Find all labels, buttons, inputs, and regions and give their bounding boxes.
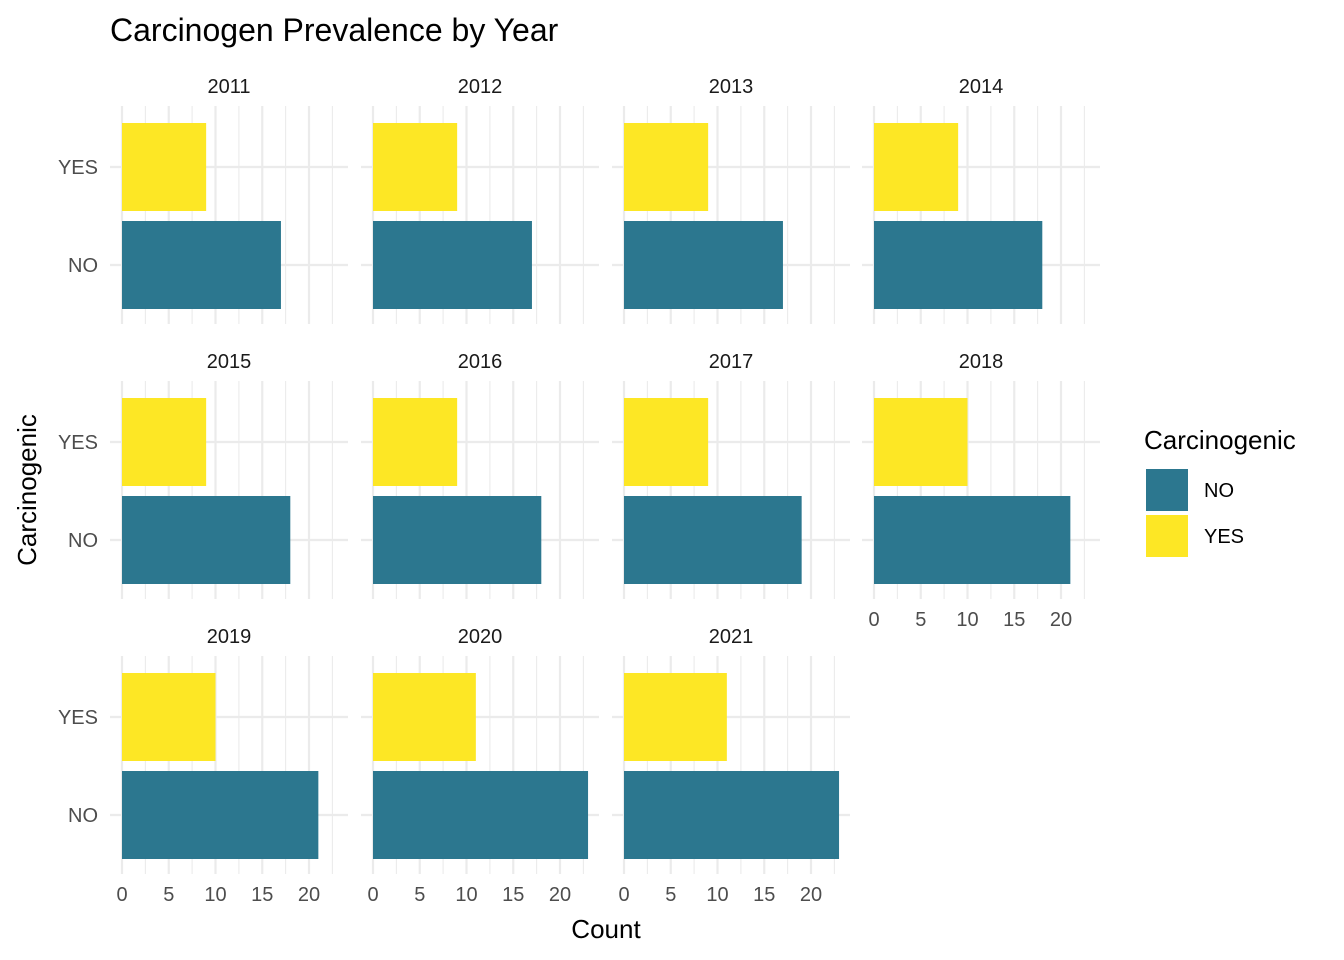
panel-2020: 2020 0 5 10 15 20: [361, 626, 599, 906]
x-tick-label: 20: [549, 884, 571, 906]
panel-strip-label: 2021: [709, 626, 754, 648]
bar-yes-2015: [122, 398, 207, 486]
bar-yes-2011: [122, 123, 207, 211]
panel-strip-label: 2016: [458, 351, 503, 373]
x-tick-label: 10: [706, 884, 728, 906]
panel-strip-label: 2020: [458, 626, 503, 648]
bar-no-2020: [373, 771, 589, 859]
panel-2017: 2017: [612, 351, 850, 599]
panel-2021: 2021 0 5 10 15 20: [612, 626, 850, 906]
bar-yes-2021: [624, 673, 727, 761]
bar-no-2013: [624, 221, 783, 309]
bar-yes-2013: [624, 123, 709, 211]
y-tick-label: NO: [68, 530, 98, 552]
x-tick-label: 15: [251, 884, 273, 906]
bar-yes-2012: [373, 123, 458, 211]
x-tick-label: 20: [800, 884, 822, 906]
panel-2011: 2011 NO YES: [58, 76, 348, 324]
bar-yes-2020: [373, 673, 476, 761]
x-tick-label: 15: [1003, 609, 1025, 631]
bar-yes-2019: [122, 673, 216, 761]
chart-title: Carcinogen Prevalence by Year: [110, 12, 559, 48]
legend-key-no: [1146, 469, 1188, 511]
x-tick-label: 10: [956, 609, 978, 631]
x-tick-label: 15: [753, 884, 775, 906]
x-tick-label: 5: [665, 884, 676, 906]
bar-no-2011: [122, 221, 281, 309]
bar-no-2012: [373, 221, 532, 309]
y-tick-label: YES: [58, 157, 98, 179]
bar-no-2021: [624, 771, 840, 859]
bar-yes-2014: [874, 123, 959, 211]
panel-strip-label: 2014: [959, 76, 1004, 98]
panel-2014: 2014: [862, 76, 1100, 324]
panel-strip-label: 2017: [709, 351, 754, 373]
panel-2012: 2012: [361, 76, 599, 324]
bar-no-2015: [122, 496, 291, 584]
y-tick-label: YES: [58, 432, 98, 454]
bar-no-2017: [624, 496, 802, 584]
panel-strip-label: 2018: [959, 351, 1004, 373]
y-axis-title: Carcinogenic: [12, 414, 42, 566]
x-tick-label: 0: [367, 884, 378, 906]
legend-title: Carcinogenic: [1144, 425, 1296, 455]
legend-label-no: NO: [1204, 480, 1234, 502]
bar-no-2014: [874, 221, 1043, 309]
x-tick-label: 0: [116, 884, 127, 906]
panel-strip-label: 2011: [207, 76, 250, 98]
panel-strip-label: 2013: [709, 76, 754, 98]
y-tick-label: NO: [68, 255, 98, 277]
bar-no-2018: [874, 496, 1071, 584]
bar-yes-2017: [624, 398, 709, 486]
bar-yes-2016: [373, 398, 458, 486]
panel-2013: 2013: [612, 76, 850, 324]
x-tick-label: 0: [618, 884, 629, 906]
panel-2019: 2019 NO YES 0 5 10 15 20: [58, 626, 348, 906]
panel-strip-label: 2012: [458, 76, 503, 98]
x-tick-label: 10: [204, 884, 226, 906]
x-tick-label: 20: [298, 884, 320, 906]
x-tick-label: 5: [163, 884, 174, 906]
panel-strip-label: 2015: [207, 351, 252, 373]
x-tick-label: 5: [414, 884, 425, 906]
legend-key-yes: [1146, 515, 1188, 557]
panel-strip-label: 2019: [207, 626, 252, 648]
x-tick-label: 10: [455, 884, 477, 906]
x-tick-label: 5: [915, 609, 926, 631]
panel-2016: 2016: [361, 351, 599, 599]
bar-yes-2018: [874, 398, 968, 486]
x-axis-title: Count: [571, 914, 641, 944]
x-tick-label: 0: [868, 609, 879, 631]
panel-2015: 2015 NO YES: [58, 351, 348, 599]
legend: Carcinogenic NO YES: [1144, 425, 1296, 557]
x-tick-label: 20: [1050, 609, 1072, 631]
y-tick-label: NO: [68, 805, 98, 827]
y-tick-label: YES: [58, 707, 98, 729]
bar-no-2019: [122, 771, 319, 859]
legend-label-yes: YES: [1204, 526, 1244, 548]
panel-2018: 2018 0 5 10 15 20: [862, 351, 1100, 631]
bar-no-2016: [373, 496, 542, 584]
x-tick-label: 15: [502, 884, 524, 906]
